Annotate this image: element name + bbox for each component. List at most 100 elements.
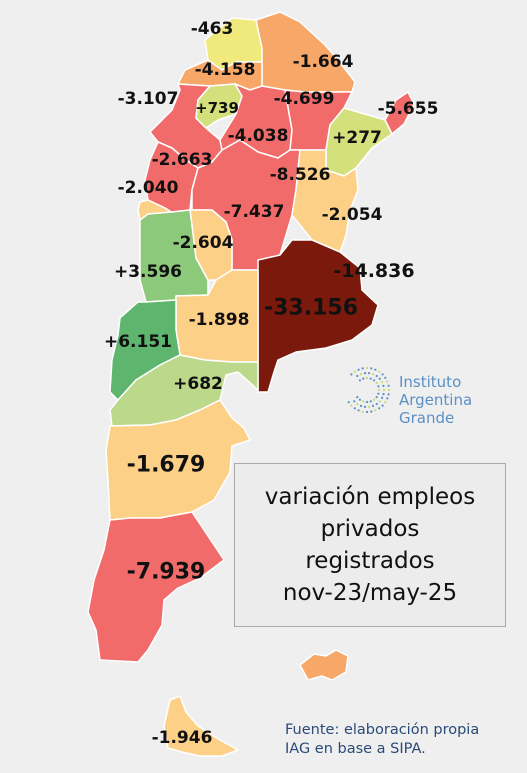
logo-dot xyxy=(361,410,364,413)
logo-dot xyxy=(363,372,367,375)
logo-dot xyxy=(381,404,384,407)
logo-dot xyxy=(378,377,381,380)
value-label-jujuy: -463 xyxy=(190,19,234,39)
logo-dot xyxy=(357,368,360,371)
logo-dot xyxy=(381,373,384,376)
logo-dot xyxy=(370,410,373,413)
value-label-tucuman: +739 xyxy=(195,99,239,117)
logo-dot xyxy=(375,374,378,378)
title-line-2: privados xyxy=(320,516,420,542)
logo-dot xyxy=(350,404,353,407)
logo-dot xyxy=(374,409,377,412)
logo-dot xyxy=(359,373,363,376)
logo-dot xyxy=(359,404,363,407)
logo-text: Instituto Argentina Grande xyxy=(399,373,527,427)
logo-dot xyxy=(382,393,385,396)
logo-dot xyxy=(384,401,387,404)
logo-dot xyxy=(382,384,385,387)
value-label-cordoba: -7.437 xyxy=(223,202,285,222)
value-label-santa-fe: -8.526 xyxy=(269,165,331,185)
logo-dot xyxy=(365,410,369,414)
logo-dot xyxy=(377,385,380,388)
province-chubut[interactable] xyxy=(105,399,251,521)
value-label-misiones: -5.655 xyxy=(377,99,439,119)
logo-dot xyxy=(367,372,371,375)
title-line-4: nov-23/may-25 xyxy=(282,580,458,606)
logo-dot xyxy=(387,393,390,396)
title-line-3: registrados xyxy=(305,548,435,574)
logo-dot xyxy=(371,404,375,407)
logo-dot xyxy=(370,367,373,370)
logo-dot xyxy=(373,379,376,382)
logo-dot xyxy=(387,384,390,387)
logo-dot xyxy=(369,377,372,380)
logo-dot xyxy=(378,407,381,410)
islands-malvinas xyxy=(299,649,349,681)
value-label-chubut: -1.679 xyxy=(126,452,206,478)
logo-line-1: Instituto xyxy=(399,373,462,391)
logo-dot xyxy=(375,396,378,399)
source-line-2: IAG en base a SIPA. xyxy=(285,741,426,757)
value-label-la-rioja: -2.663 xyxy=(151,150,213,170)
logo-dot xyxy=(353,407,356,410)
dotted-circle-logo-icon xyxy=(347,366,391,414)
logo-dot xyxy=(377,388,381,392)
logo-dot xyxy=(367,405,371,408)
logo-dot xyxy=(373,398,376,401)
value-label-tierra-del-fuego: -1.946 xyxy=(151,728,213,748)
logo-dot xyxy=(358,398,361,401)
logo-dot xyxy=(347,401,350,404)
title-line-1: variación empleos xyxy=(264,484,476,510)
logo-dot xyxy=(381,396,384,399)
logo-dot xyxy=(350,373,353,376)
province-tierra-del-fuego[interactable] xyxy=(163,695,239,757)
logo-dot xyxy=(356,396,359,399)
logo-dot xyxy=(377,392,380,395)
value-label-rio-negro: +682 xyxy=(173,374,223,394)
logo-dot xyxy=(386,380,389,383)
source-line-1: Fuente: elaboración propia xyxy=(285,722,480,738)
logo-dot xyxy=(353,370,356,373)
value-label-la-pampa: -1.898 xyxy=(188,310,250,330)
value-label-buenos-aires: -33.156 xyxy=(263,295,359,321)
value-label-santa-cruz: -7.939 xyxy=(126,559,206,585)
logo-dot xyxy=(365,376,369,380)
value-label-san-juan: -2.040 xyxy=(117,178,179,198)
logo-dot xyxy=(365,400,369,404)
logo-dot xyxy=(362,377,365,380)
province-entre-rios[interactable] xyxy=(291,149,359,253)
province-buenos-aires[interactable] xyxy=(257,239,379,393)
logo-dot xyxy=(363,405,367,408)
logo-dot xyxy=(387,388,391,392)
logo-dot xyxy=(374,368,377,371)
logo-dot xyxy=(386,397,389,400)
logo-dot xyxy=(358,379,361,382)
value-label-santiago: -4.699 xyxy=(273,89,335,109)
province-santa-cruz[interactable] xyxy=(87,511,225,663)
value-label-catamarca: -3.107 xyxy=(117,89,179,109)
logo-dot xyxy=(375,402,378,406)
logo-dot xyxy=(356,402,359,406)
logo-dot xyxy=(384,376,387,379)
logo-dot xyxy=(381,381,384,384)
value-label-corrientes: +277 xyxy=(332,128,382,148)
logo-dot xyxy=(382,388,386,392)
value-label-catamarca-north: -4.158 xyxy=(194,60,256,80)
logo-dot xyxy=(362,400,365,403)
logo-dot xyxy=(375,381,378,384)
value-label-san-luis: -2.604 xyxy=(172,233,234,253)
value-label-neuquen: +6.151 xyxy=(103,332,173,352)
logo-line-2: Argentina Grande xyxy=(399,391,473,427)
value-label-mendoza: +3.596 xyxy=(113,262,183,282)
value-label-salta: -1.664 xyxy=(292,52,354,72)
logo-dot xyxy=(361,367,364,370)
value-label-caba: -14.836 xyxy=(333,260,415,282)
logo-dot xyxy=(356,374,359,378)
logo-dot xyxy=(371,373,375,376)
logo-dot xyxy=(378,400,381,403)
source-note: Fuente: elaboración propia IAG en base a… xyxy=(285,721,479,759)
value-label-chaco-formosa: -4.038 xyxy=(227,126,289,146)
value-label-entre-rios: -2.054 xyxy=(321,205,383,225)
logo-dot xyxy=(357,409,360,412)
